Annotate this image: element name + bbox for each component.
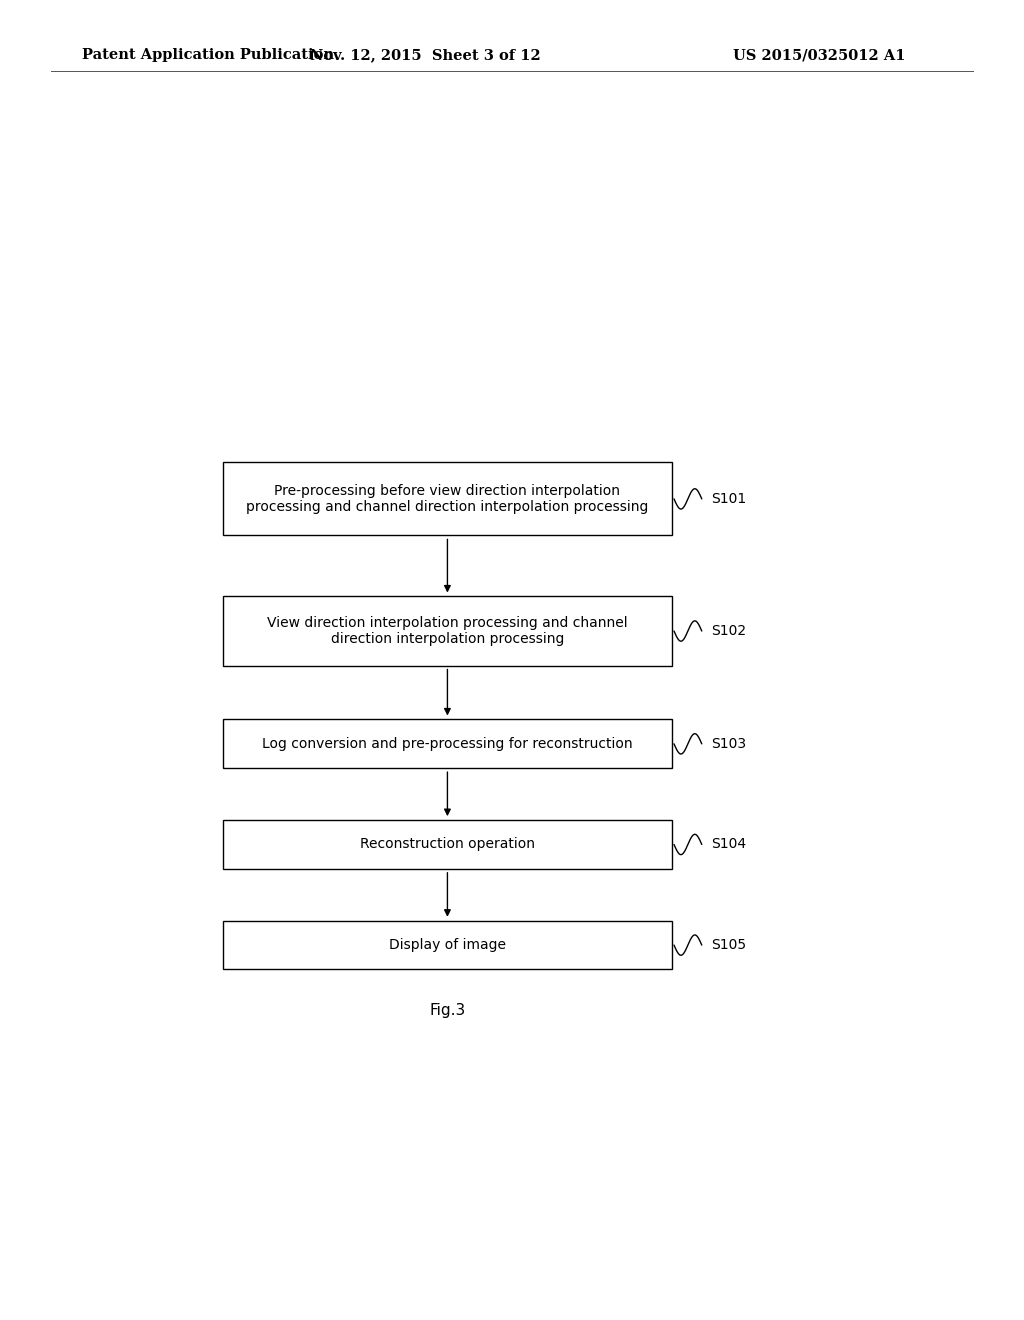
Bar [223,820,672,869]
Text: S103: S103 [712,737,746,751]
Bar [223,462,672,536]
Text: View direction interpolation processing and channel
direction interpolation proc: View direction interpolation processing … [267,616,628,645]
Text: S105: S105 [712,939,746,952]
Text: Log conversion and pre-processing for reconstruction: Log conversion and pre-processing for re… [262,737,633,751]
Text: US 2015/0325012 A1: US 2015/0325012 A1 [733,49,905,62]
Text: S104: S104 [712,837,746,851]
Bar [223,921,672,969]
Text: Reconstruction operation: Reconstruction operation [359,837,535,851]
Text: Pre-processing before view direction interpolation
processing and channel direct: Pre-processing before view direction int… [246,484,648,513]
Text: S101: S101 [712,492,746,506]
Bar [223,597,672,665]
Text: Patent Application Publication: Patent Application Publication [82,49,334,62]
Text: Nov. 12, 2015  Sheet 3 of 12: Nov. 12, 2015 Sheet 3 of 12 [309,49,541,62]
Bar [223,719,672,768]
Text: S102: S102 [712,624,746,638]
Text: Display of image: Display of image [389,939,506,952]
Text: Fig.3: Fig.3 [429,1003,466,1018]
